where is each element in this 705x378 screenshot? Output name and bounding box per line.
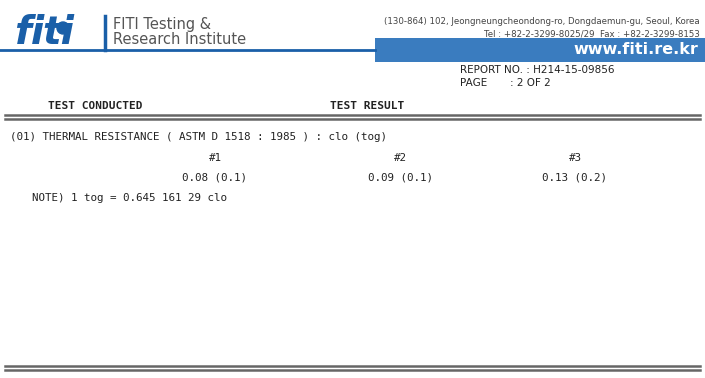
Text: ti: ti — [42, 14, 74, 52]
Text: 0.13 (0.2): 0.13 (0.2) — [543, 173, 608, 183]
Text: TEST RESULT: TEST RESULT — [330, 101, 404, 111]
Text: #3: #3 — [568, 153, 582, 163]
Text: www.fiti.re.kr: www.fiti.re.kr — [573, 42, 698, 57]
Circle shape — [57, 22, 69, 34]
Text: 0.09 (0.1): 0.09 (0.1) — [367, 173, 432, 183]
Text: (130-864) 102, Jeongneungcheondong-ro, Dongdaemun-gu, Seoul, Korea: (130-864) 102, Jeongneungcheondong-ro, D… — [384, 17, 700, 26]
Text: 0.08 (0.1): 0.08 (0.1) — [183, 173, 247, 183]
Text: NOTE) 1 tog = 0.645 161 29 clo: NOTE) 1 tog = 0.645 161 29 clo — [32, 193, 227, 203]
Text: TEST CONDUCTED: TEST CONDUCTED — [48, 101, 142, 111]
Text: PAGE       : 2 OF 2: PAGE : 2 OF 2 — [460, 78, 551, 88]
Text: (01) THERMAL RESISTANCE ( ASTM D 1518 : 1985 ) : clo (tog): (01) THERMAL RESISTANCE ( ASTM D 1518 : … — [10, 132, 387, 142]
Bar — [375, 38, 705, 62]
Text: #1: #1 — [209, 153, 221, 163]
Text: fi: fi — [14, 14, 44, 52]
Text: #2: #2 — [393, 153, 407, 163]
Text: Research Institute: Research Institute — [113, 33, 246, 48]
Text: FITI Testing &: FITI Testing & — [113, 17, 211, 31]
Text: REPORT NO. : H214-15-09856: REPORT NO. : H214-15-09856 — [460, 65, 615, 75]
Text: Tel : +82-2-3299-8025/29  Fax : +82-2-3299-8153: Tel : +82-2-3299-8025/29 Fax : +82-2-329… — [484, 29, 700, 39]
